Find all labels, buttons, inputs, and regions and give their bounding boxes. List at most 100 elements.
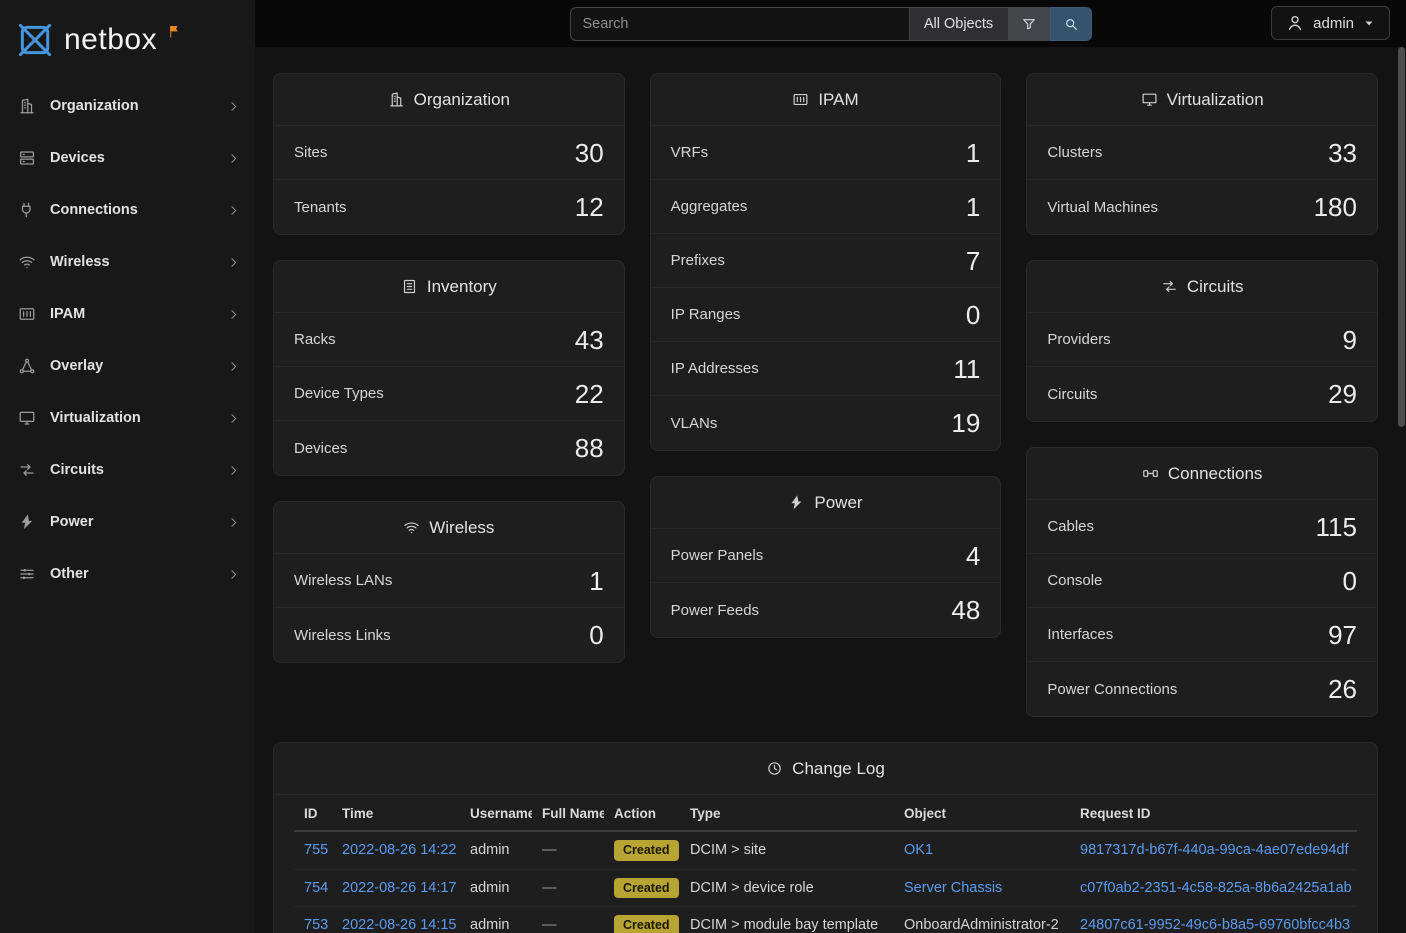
- stat-ip-ranges[interactable]: IP Ranges 0: [650, 288, 1001, 342]
- brand[interactable]: netbox: [0, 0, 255, 80]
- cell-request-id-link[interactable]: 9817317d-b67f-440a-99ca-4ae07ede94df: [1080, 842, 1349, 859]
- stat-console[interactable]: Console 0: [1027, 554, 1377, 608]
- cell-username: admin: [460, 831, 532, 870]
- counter-icon: [18, 305, 36, 323]
- sidebar-item-label: Virtualization: [50, 410, 141, 426]
- card-power: Power Power Panels 4 Power Feeds 48: [649, 476, 1002, 638]
- changelog-col-full-name: Full Name: [532, 795, 604, 832]
- stat-value: 1: [589, 565, 604, 596]
- stat-virtual-machines[interactable]: Virtual Machines 180: [1027, 180, 1377, 234]
- cell-id: 754: [294, 869, 332, 907]
- cell-full-name: —: [532, 869, 604, 907]
- user-menu-button[interactable]: admin: [1271, 6, 1390, 40]
- cell-type: DCIM > module bay template: [680, 906, 894, 933]
- stat-value: 4: [965, 540, 981, 571]
- card-title: Connections: [1167, 463, 1263, 483]
- cell-type-text: DCIM > site: [690, 842, 767, 859]
- cell-object-link[interactable]: Server Chassis: [904, 879, 1003, 896]
- cell-object-link[interactable]: OK1: [904, 842, 934, 859]
- stat-prefixes[interactable]: Prefixes 7: [650, 234, 1001, 288]
- stat-vrfs[interactable]: VRFs 1: [650, 126, 1001, 180]
- stat-cables[interactable]: Cables 115: [1027, 500, 1377, 554]
- sidebar-item-virtualization[interactable]: Virtualization: [0, 392, 255, 444]
- sidebar-item-organization[interactable]: Organization: [0, 80, 255, 132]
- stat-value: 1: [965, 191, 981, 222]
- object-type-button[interactable]: All Objects: [908, 6, 1009, 41]
- sidebar-item-circuits[interactable]: Circuits: [0, 444, 255, 496]
- stat-value: 22: [574, 378, 604, 409]
- scrollbar-thumb[interactable]: [1398, 47, 1405, 427]
- stat-wireless-lans[interactable]: Wireless LANs 1: [274, 554, 624, 608]
- card-header: IPAM: [650, 74, 1001, 126]
- sidebar-item-wireless[interactable]: Wireless: [0, 236, 255, 288]
- topbar: All Objects admin: [255, 0, 1406, 47]
- stat-interfaces[interactable]: Interfaces 97: [1027, 608, 1377, 662]
- person-icon: [1285, 13, 1305, 33]
- chevron-right-icon: [226, 99, 241, 114]
- stat-label: Virtual Machines: [1047, 198, 1158, 216]
- cell-action: Created: [604, 869, 680, 907]
- stat-power-connections[interactable]: Power Connections 26: [1027, 662, 1377, 716]
- bolt-icon: [18, 513, 36, 531]
- stat-device-types[interactable]: Device Types 22: [274, 367, 624, 421]
- tune-icon: [18, 565, 36, 583]
- cell-request-id-link[interactable]: c07f0ab2-2351-4c58-825a-8b6a2425a1ab: [1080, 879, 1352, 896]
- cell-time-link[interactable]: 2022-08-26 14:15: [342, 917, 457, 933]
- stat-tenants[interactable]: Tenants 12: [274, 180, 624, 234]
- changelog-header: Change Log: [274, 743, 1377, 795]
- stat-vlans[interactable]: VLANs 19: [651, 396, 1001, 450]
- stat-wireless-links[interactable]: Wireless Links 0: [274, 608, 624, 662]
- changelog-col-id: ID: [294, 795, 332, 832]
- card-header: Virtualization: [1027, 74, 1377, 126]
- stat-racks[interactable]: Racks 43: [274, 313, 624, 367]
- stat-value: 43: [574, 324, 604, 355]
- stat-label: Interfaces: [1047, 626, 1114, 643]
- cell-username-text: admin: [470, 879, 510, 896]
- stat-circuits[interactable]: Circuits 29: [1027, 367, 1377, 421]
- cell-time-link[interactable]: 2022-08-26 14:22: [342, 842, 457, 859]
- stat-clusters[interactable]: Clusters 33: [1027, 126, 1377, 180]
- stat-ip-addresses[interactable]: IP Addresses 11: [650, 342, 1001, 396]
- sidebar-item-other[interactable]: Other: [0, 548, 255, 600]
- stat-devices[interactable]: Devices 88: [274, 421, 624, 475]
- cell-id-link[interactable]: 753: [304, 917, 329, 933]
- cell-id-link[interactable]: 755: [304, 842, 329, 859]
- card-title: Inventory: [426, 276, 497, 296]
- search-input[interactable]: [569, 6, 910, 41]
- stat-value: 11: [953, 353, 981, 384]
- cell-request-id-link[interactable]: 24807c61-9952-49c6-b8a5-69760bfcc4b3: [1080, 917, 1351, 933]
- sidebar-menu: Organization Devices Connections Wireless IP…: [0, 80, 255, 600]
- sidebar-item-label: Circuits: [50, 462, 104, 478]
- sidebar-item-power[interactable]: Power: [0, 496, 255, 548]
- stat-label: Device Types: [294, 385, 384, 402]
- server-icon: [18, 149, 36, 167]
- sidebar-item-ipam[interactable]: IPAM: [0, 288, 255, 340]
- main-area: All Objects admin Organization Sites 30 Ten…: [255, 0, 1406, 933]
- cell-time-link[interactable]: 2022-08-26 14:17: [342, 879, 457, 896]
- stat-power-panels[interactable]: Power Panels 4: [650, 529, 1001, 583]
- sidebar-item-connections[interactable]: Connections: [0, 184, 255, 236]
- stat-sites[interactable]: Sites 30: [274, 126, 624, 180]
- stat-power-feeds[interactable]: Power Feeds 48: [651, 583, 1001, 637]
- stat-providers[interactable]: Providers 9: [1027, 313, 1377, 367]
- counter-icon: [792, 91, 809, 108]
- changelog-head: ID Time Username Full Name Action Type Object R…: [294, 795, 1357, 832]
- cell-time: 2022-08-26 14:17: [332, 869, 460, 907]
- changelog-row: 754 2022-08-26 14:17 admin — Created DCIM > d…: [294, 869, 1357, 907]
- cell-type: DCIM > device role: [680, 869, 894, 907]
- brand-name: netbox: [64, 23, 158, 56]
- stat-value: 97: [1328, 619, 1357, 650]
- changelog-table: ID Time Username Full Name Action Type Object R…: [294, 795, 1357, 933]
- cell-id-link[interactable]: 754: [304, 879, 329, 896]
- stat-label: Sites: [294, 144, 328, 161]
- stat-aggregates[interactable]: Aggregates 1: [650, 180, 1001, 234]
- search-button[interactable]: [1049, 6, 1092, 41]
- stat-label: Circuits: [1047, 385, 1098, 403]
- stat-label: Power Feeds: [670, 601, 760, 619]
- card-header: Inventory: [274, 261, 624, 313]
- sidebar-item-devices[interactable]: Devices: [0, 132, 255, 184]
- stat-value: 0: [965, 299, 981, 330]
- scrollbar[interactable]: [1398, 47, 1405, 933]
- filter-button[interactable]: [1007, 6, 1051, 41]
- sidebar-item-overlay[interactable]: Overlay: [0, 340, 255, 392]
